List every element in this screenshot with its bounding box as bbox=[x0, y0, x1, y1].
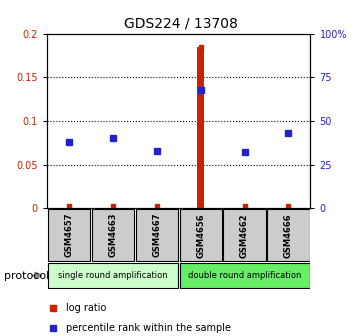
FancyBboxPatch shape bbox=[179, 209, 222, 261]
FancyBboxPatch shape bbox=[48, 209, 90, 261]
Text: double round amplification: double round amplification bbox=[188, 271, 301, 280]
Text: GSM4667: GSM4667 bbox=[152, 213, 161, 257]
FancyBboxPatch shape bbox=[268, 209, 310, 261]
Text: protocol: protocol bbox=[4, 270, 49, 281]
Text: GSM4656: GSM4656 bbox=[196, 213, 205, 257]
FancyBboxPatch shape bbox=[92, 209, 134, 261]
FancyBboxPatch shape bbox=[179, 263, 310, 288]
Text: GDS224 / 13708: GDS224 / 13708 bbox=[123, 16, 238, 31]
FancyBboxPatch shape bbox=[223, 209, 266, 261]
Text: GSM4662: GSM4662 bbox=[240, 213, 249, 257]
Text: GSM4666: GSM4666 bbox=[284, 213, 293, 257]
Bar bbox=[197, 47, 204, 208]
FancyBboxPatch shape bbox=[48, 263, 178, 288]
Text: single round amplification: single round amplification bbox=[58, 271, 168, 280]
Text: GSM4657: GSM4657 bbox=[64, 213, 73, 257]
FancyBboxPatch shape bbox=[136, 209, 178, 261]
Text: percentile rank within the sample: percentile rank within the sample bbox=[66, 323, 231, 333]
Text: GSM4663: GSM4663 bbox=[108, 213, 117, 257]
Text: log ratio: log ratio bbox=[66, 303, 106, 313]
